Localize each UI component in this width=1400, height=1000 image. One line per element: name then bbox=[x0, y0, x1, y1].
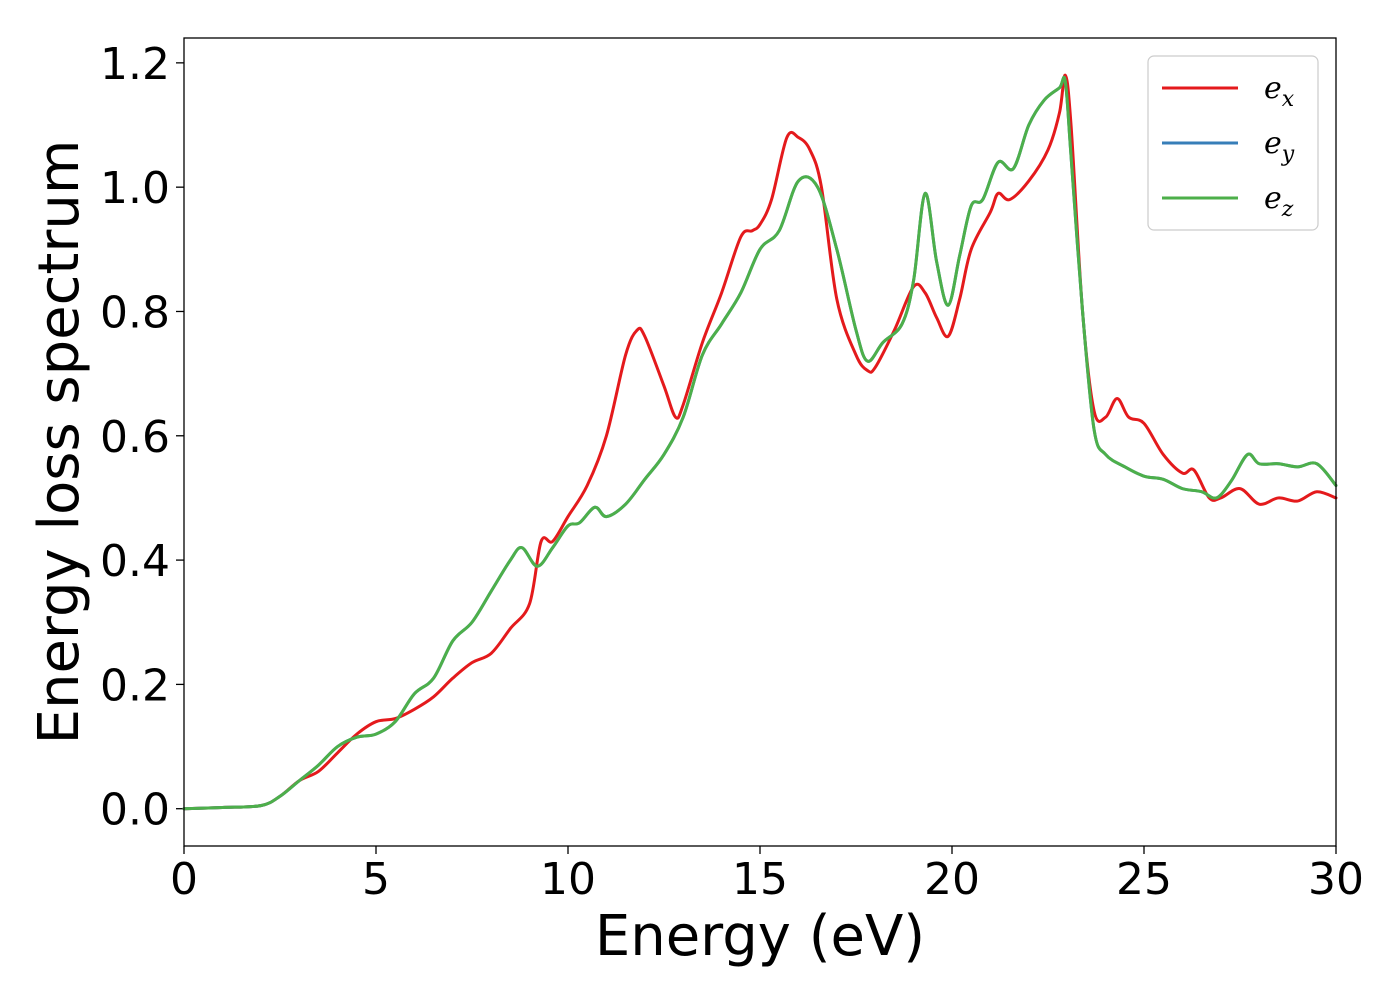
legend: ex ey ez bbox=[1147, 55, 1319, 231]
legend-label-y: ey bbox=[1264, 126, 1295, 167]
y-tick-label: 1.0 bbox=[100, 163, 170, 214]
x-tick-label: 20 bbox=[924, 854, 980, 905]
y-tick-label: 0.4 bbox=[100, 536, 170, 587]
x-tick-label: 15 bbox=[732, 854, 788, 905]
x-tick-label: 5 bbox=[362, 854, 390, 905]
legend-label-z: ez bbox=[1264, 181, 1294, 222]
x-tick-label: 25 bbox=[1116, 854, 1172, 905]
series-line-z bbox=[182, 75, 1338, 811]
plot-area bbox=[184, 38, 1336, 846]
y-tick-label: 0.0 bbox=[100, 785, 170, 836]
x-tick-label: 10 bbox=[540, 854, 596, 905]
x-axis-ticks: 0 5 10 15 20 25 30 bbox=[170, 846, 1364, 905]
x-axis-label: Energy (eV) bbox=[595, 904, 925, 969]
y-axis-ticks: 0.0 0.2 0.4 0.6 0.8 1.0 1.2 bbox=[100, 39, 184, 836]
y-tick-label: 0.6 bbox=[100, 412, 170, 463]
plot-frame bbox=[183, 37, 1337, 847]
y-tick-label: 0.2 bbox=[100, 660, 170, 711]
y-tick-label: 1.2 bbox=[100, 39, 170, 90]
legend-label-x: ex bbox=[1264, 71, 1295, 112]
series-line-x bbox=[182, 73, 1338, 811]
y-axis-label: Energy loss spectrum bbox=[27, 140, 92, 745]
y-tick-label: 0.8 bbox=[100, 287, 170, 338]
x-tick-label: 30 bbox=[1308, 854, 1364, 905]
x-tick-label: 0 bbox=[170, 854, 198, 905]
series-lines bbox=[182, 73, 1338, 811]
